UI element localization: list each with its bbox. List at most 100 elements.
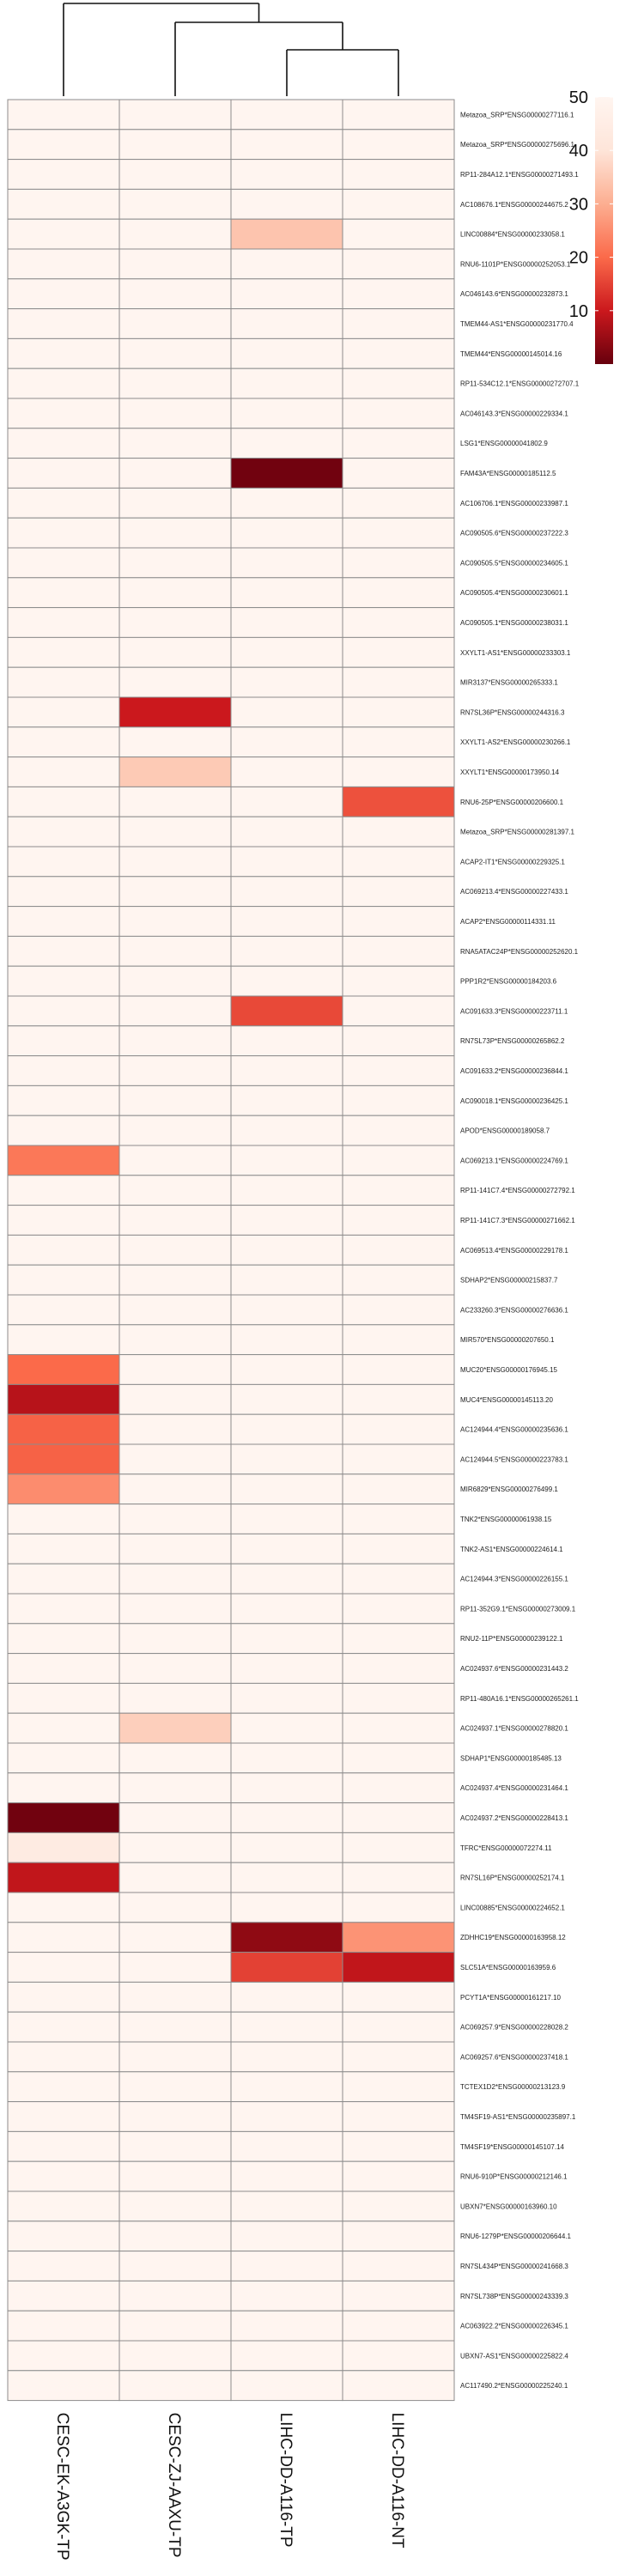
heatmap-cell (342, 398, 455, 429)
row-label: MUC4*ENSG00000145113.20 (460, 1396, 553, 1404)
heatmap-cell (342, 517, 455, 549)
row-label: AC090505.1*ENSG00000238031.1 (460, 619, 568, 627)
heatmap-cell (342, 607, 455, 638)
heatmap-cell (230, 2101, 343, 2132)
heatmap-cell (118, 726, 232, 758)
row-label: RN7SL434P*ENSG00000241668.3 (460, 2263, 568, 2270)
row-label: TMEM44-AS1*ENSG00000231770.4 (460, 320, 574, 328)
heatmap-cell (342, 337, 455, 369)
heatmap-cell (7, 1802, 120, 1833)
heatmap-cell (342, 2011, 455, 2043)
heatmap-cell (118, 607, 232, 638)
heatmap-cell (342, 2310, 455, 2342)
row-label: RNU6-25P*ENSG00000206600.1 (460, 799, 564, 806)
heatmap-cell (7, 2310, 120, 2342)
heatmap-cell (118, 756, 232, 787)
heatmap-cell (342, 1862, 455, 1893)
heatmap-cell (230, 636, 343, 668)
heatmap-cell (118, 1084, 232, 1116)
heatmap-cell (7, 188, 120, 220)
heatmap-cell (230, 577, 343, 609)
row-label: MUC20*ENSG00000176945.15 (460, 1366, 558, 1374)
heatmap-cell (230, 308, 343, 339)
row-label: AC090505.4*ENSG00000230601.1 (460, 589, 568, 597)
heatmap-cell (342, 756, 455, 787)
heatmap-cell (7, 1383, 120, 1415)
heatmap-cell (7, 99, 120, 131)
row-label: SDHAP2*ENSG00000215837.7 (460, 1277, 558, 1285)
heatmap-cell (7, 2160, 120, 2192)
heatmap-cell (7, 2011, 120, 2043)
heatmap-cell (7, 1025, 120, 1057)
legend-tick-label: 50 (569, 88, 588, 107)
row-label: PCYT1A*ENSG00000161217.10 (460, 1994, 562, 2002)
heatmap-cell (230, 1772, 343, 1804)
row-label: TM4SF19-AS1*ENSG00000235897.1 (460, 2113, 576, 2121)
heatmap-cell (342, 547, 455, 579)
heatmap-cell (342, 1055, 455, 1086)
heatmap-cell (230, 2190, 343, 2222)
heatmap-cell (342, 278, 455, 310)
column-label: LIHC-DD-A116-NT (388, 2413, 406, 2549)
heatmap-cell (342, 876, 455, 908)
heatmap-cell (7, 2041, 120, 2073)
heatmap-cell (7, 965, 120, 997)
heatmap-cell (7, 1175, 120, 1206)
heatmap-cell (118, 2340, 232, 2372)
heatmap-cell (7, 756, 120, 787)
heatmap-cell (342, 2370, 455, 2402)
legend-colorbar (595, 97, 613, 364)
heatmap-cell (342, 1922, 455, 1953)
row-label: Metazoa_SRP*ENSG00000275696.1 (460, 141, 575, 149)
heatmap-cell (342, 1593, 455, 1625)
heatmap-cell (7, 2251, 120, 2281)
heatmap-cell (230, 1742, 343, 1774)
heatmap-cell (118, 1055, 232, 1086)
heatmap-cell (230, 99, 343, 131)
heatmap-cell (7, 636, 120, 668)
row-label: AC024937.1*ENSG00000278820.1 (460, 1725, 568, 1733)
heatmap-cell (230, 1504, 343, 1534)
row-label: AC090018.1*ENSG00000236425.1 (460, 1097, 568, 1105)
heatmap-cell (230, 1892, 343, 1923)
heatmap-cell (118, 816, 232, 848)
heatmap-cell (342, 1832, 455, 1863)
heatmap-cell (7, 1205, 120, 1236)
heatmap-cell (7, 1413, 120, 1445)
heatmap-cell (342, 1205, 455, 1236)
heatmap-cell (118, 1115, 232, 1146)
heatmap-cell (118, 129, 232, 161)
heatmap-cell (342, 218, 455, 250)
heatmap-cell (7, 2370, 120, 2402)
heatmap-cell (118, 1563, 232, 1595)
row-label: AC117490.2*ENSG00000225240.1 (460, 2382, 568, 2390)
heatmap-cell (118, 517, 232, 549)
row-label: AC069257.6*ENSG00000237418.1 (460, 2053, 568, 2061)
heatmap-cell (118, 846, 232, 878)
heatmap-cell (118, 458, 232, 489)
heatmap-cell (230, 965, 343, 997)
heatmap-cell (342, 368, 455, 399)
row-label: AC091633.2*ENSG00000236844.1 (460, 1067, 568, 1075)
heatmap-cell (7, 607, 120, 638)
row-label: RN7SL738P*ENSG00000243339.3 (460, 2293, 568, 2300)
heatmap-cell (118, 1264, 232, 1296)
heatmap-cell (342, 2130, 455, 2162)
column-label: LIHC-DD-A116-TP (276, 2413, 295, 2548)
heatmap-cell (230, 1025, 343, 1057)
heatmap-cell (230, 935, 343, 967)
heatmap-cell (342, 1234, 455, 1266)
heatmap-cell (7, 398, 120, 429)
heatmap-cell (342, 726, 455, 758)
heatmap-cell (118, 487, 232, 519)
heatmap-cell (230, 278, 343, 310)
heatmap-cell (7, 2130, 120, 2162)
heatmap-cell (342, 458, 455, 489)
heatmap-cell (342, 1473, 455, 1505)
heatmap-cell (118, 547, 232, 579)
heatmap-cell (342, 666, 455, 698)
row-label: UBXN7*ENSG00000163960.10 (460, 2202, 557, 2210)
heatmap-cell (7, 337, 120, 369)
heatmap-cell (118, 1952, 232, 1983)
